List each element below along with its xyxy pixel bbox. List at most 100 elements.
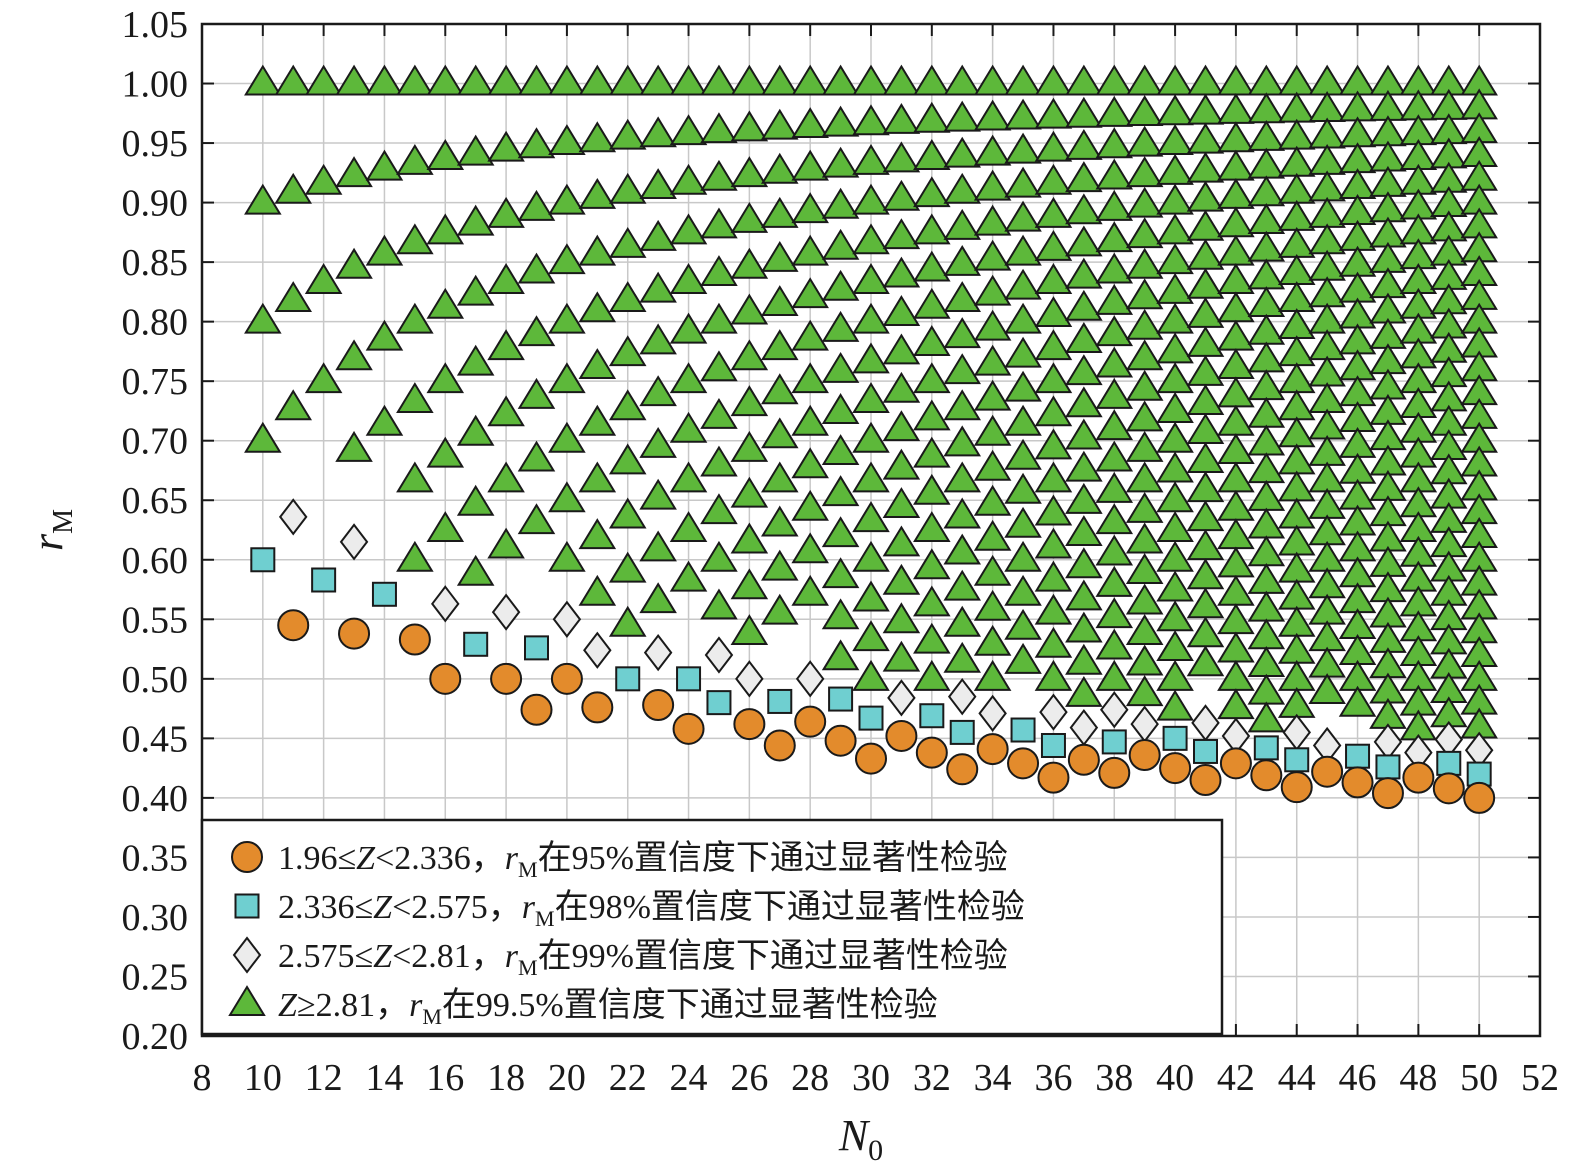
triangle-point: [1004, 166, 1042, 198]
triangle-point: [1004, 200, 1042, 232]
triangle-point: [1034, 263, 1073, 294]
triangle-point: [973, 484, 1012, 516]
triangle-point: [1338, 685, 1377, 717]
triangle-point: [608, 605, 647, 637]
square-point: [1345, 743, 1371, 769]
triangle-point: [396, 143, 434, 175]
triangle-point: [1095, 158, 1134, 190]
y-tick-label: 0.25: [122, 956, 189, 998]
circle-point: [1219, 747, 1252, 780]
triangle-point: [1156, 570, 1194, 602]
triangle-point: [1217, 688, 1255, 720]
triangle-point: [730, 614, 769, 646]
triangle-point: [913, 473, 951, 505]
triangle-point: [1065, 161, 1103, 193]
triangle-point: [456, 64, 495, 96]
circle-point: [277, 609, 310, 642]
triangle-point: [1156, 94, 1194, 126]
triangle-point: [1217, 319, 1255, 351]
triangle-point: [730, 64, 769, 96]
triangle-point: [882, 602, 921, 634]
diamond-point: [1373, 723, 1403, 761]
x-tick-label: 34: [974, 1057, 1012, 1099]
circle-point: [1159, 752, 1192, 785]
triangle-point: [1004, 642, 1042, 674]
triangle-point: [1186, 354, 1225, 386]
triangle-point: [913, 64, 951, 96]
triangle-point: [669, 213, 708, 245]
triangle-point: [1125, 278, 1164, 310]
triangle-point: [1125, 522, 1164, 554]
circle-point: [338, 617, 371, 650]
triangle-point: [487, 263, 525, 294]
triangle-point: [852, 659, 890, 691]
triangle-point: [1186, 587, 1225, 619]
diamond-point: [339, 523, 369, 561]
triangle-point: [1156, 511, 1194, 542]
triangle-point: [1034, 296, 1073, 328]
triangle-point: [1247, 341, 1286, 373]
triangle-point: [1095, 64, 1134, 96]
triangle-point: [669, 114, 708, 146]
triangle-point: [700, 159, 738, 191]
triangle-point: [882, 563, 921, 595]
triangle-point: [882, 448, 921, 480]
triangle-point: [730, 247, 769, 279]
triangle-point: [1095, 95, 1134, 127]
triangle-point: [1277, 686, 1316, 718]
triangle-point: [1004, 438, 1042, 470]
triangle-point: [852, 263, 890, 294]
circle-point: [642, 689, 675, 722]
triangle-point: [1247, 507, 1286, 539]
triangle-point: [1247, 175, 1286, 207]
y-tick-label: 1.05: [122, 4, 189, 46]
triangle-point: [639, 116, 677, 148]
triangle-point: [1217, 574, 1255, 606]
triangle-point: [852, 540, 890, 572]
triangle-point: [1217, 291, 1255, 323]
circle-point: [398, 623, 431, 656]
circle-point: [1250, 759, 1283, 792]
triangle-point: [1217, 631, 1255, 663]
triangle-point: [548, 481, 586, 513]
triangle-point: [304, 263, 343, 294]
triangle-point: [1217, 92, 1255, 124]
triangle-point: [1034, 626, 1073, 658]
triangle-point: [1247, 618, 1286, 650]
triangle-point: [304, 163, 343, 195]
triangle-point: [700, 397, 738, 429]
triangle-point: [973, 449, 1012, 481]
triangle-point: [1186, 296, 1225, 328]
triangle-point: [1247, 92, 1286, 124]
triangle-point: [1186, 558, 1225, 590]
circle-point: [581, 691, 614, 724]
square-point: [1436, 750, 1462, 776]
circle-point: [550, 662, 583, 695]
triangle-point: [1277, 254, 1316, 285]
y-tick-label: 0.40: [122, 778, 189, 820]
triangle-point: [1095, 252, 1134, 284]
triangle-point: [639, 64, 677, 96]
triangle-point: [760, 593, 799, 625]
triangle-point: [730, 339, 769, 371]
triangle-point: [1217, 348, 1255, 380]
triangle-point: [1186, 93, 1225, 125]
triangle-point: [1156, 481, 1194, 513]
triangle-point: [821, 475, 860, 507]
triangle-point: [426, 511, 465, 542]
triangle-point: [1065, 643, 1103, 675]
triangle-point: [1338, 608, 1377, 640]
triangle-point: [1156, 630, 1194, 662]
x-tick-label: 20: [548, 1057, 586, 1099]
triangle-point: [852, 183, 890, 215]
diamond-point: [583, 631, 612, 669]
triangle-point: [426, 139, 465, 170]
x-tick-label: 42: [1217, 1057, 1255, 1099]
legend-entry-circle: 1.96≤Z<2.336，rM在95%置信度下通过显著性检验: [278, 839, 1008, 882]
triangle-point: [973, 554, 1012, 586]
triangle-point: [1277, 659, 1316, 691]
triangle-point: [882, 64, 921, 96]
triangle-point: [335, 430, 373, 462]
triangle-point: [1308, 646, 1346, 678]
